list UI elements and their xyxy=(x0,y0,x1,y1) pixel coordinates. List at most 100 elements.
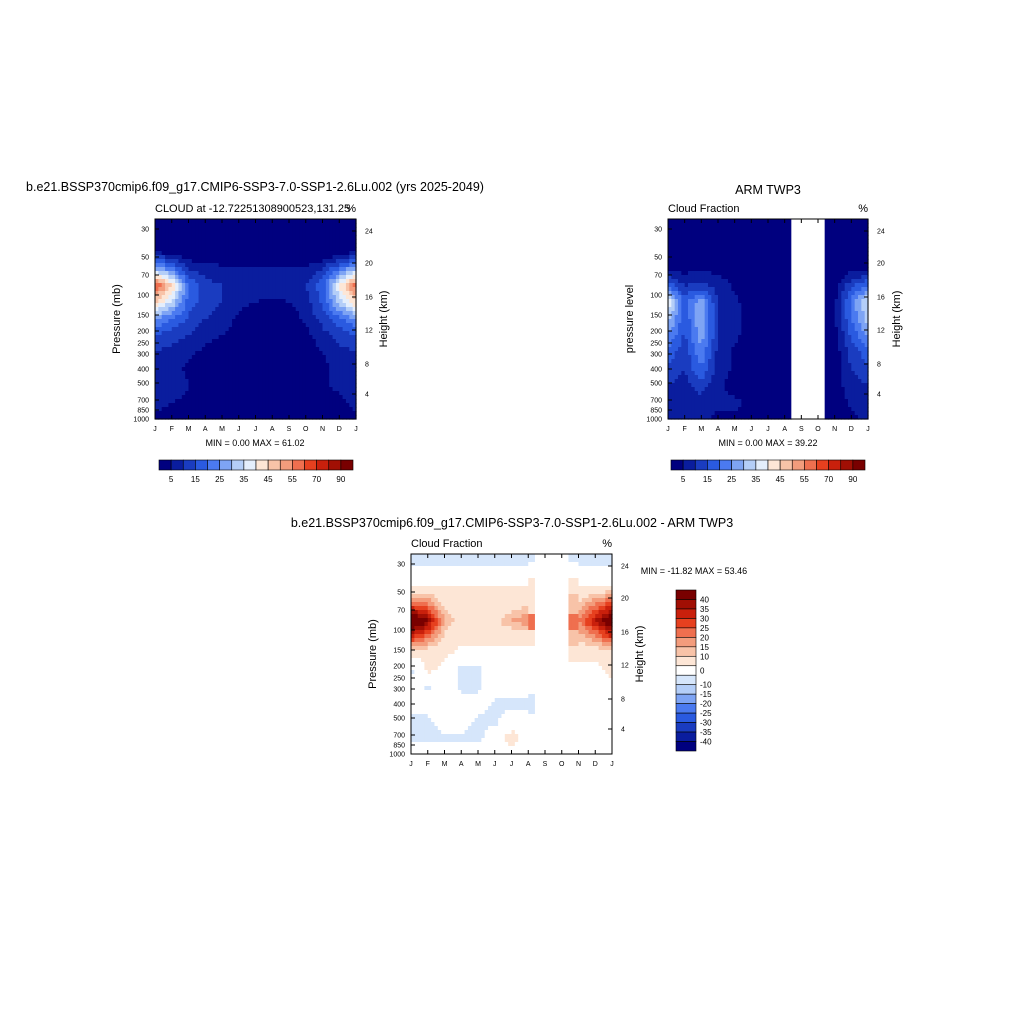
contour-cell xyxy=(285,339,290,344)
contour-cell xyxy=(201,363,206,368)
contour-cell xyxy=(211,251,216,256)
contour-cell xyxy=(218,227,223,232)
contour-cell xyxy=(738,263,742,268)
contour-cell xyxy=(332,255,337,260)
contour-cell xyxy=(195,363,200,368)
contour-cell xyxy=(258,251,263,256)
contour-cell xyxy=(218,287,223,292)
contour-cell xyxy=(242,367,247,372)
contour-cell xyxy=(335,275,340,280)
contour-cell xyxy=(834,255,839,260)
contour-cell xyxy=(748,275,752,280)
contour-cell xyxy=(211,375,216,380)
contour-cell xyxy=(245,255,250,260)
contour-cell xyxy=(828,339,832,344)
contour-cell xyxy=(208,371,213,376)
contour-cell xyxy=(208,243,213,248)
contour-cell xyxy=(312,243,317,248)
contour-cell xyxy=(811,335,816,340)
contour-cell xyxy=(741,267,746,272)
contour-cell xyxy=(342,275,347,280)
contour-cell xyxy=(325,251,330,256)
contour-cell xyxy=(185,307,190,312)
contour-cell xyxy=(305,339,310,344)
contour-cell xyxy=(168,279,173,284)
contour-cell xyxy=(858,259,862,264)
contour-cell xyxy=(195,267,200,272)
contour-cell xyxy=(289,391,293,396)
contour-cell xyxy=(701,231,706,236)
contour-cell xyxy=(278,403,283,408)
y-tick-label: 400 xyxy=(137,367,149,374)
contour-cell xyxy=(225,367,230,372)
contour-cell xyxy=(268,247,273,252)
contour-cell xyxy=(295,259,300,264)
contour-cell xyxy=(851,319,856,324)
contour-cell xyxy=(771,235,776,240)
contour-cell xyxy=(255,235,260,240)
contour-cell xyxy=(319,315,324,320)
contour-cell xyxy=(824,283,829,288)
contour-cell xyxy=(292,387,297,392)
contour-cell xyxy=(841,287,846,292)
contour-cell xyxy=(714,255,719,260)
contour-cell xyxy=(299,415,303,420)
contour-cell xyxy=(339,239,344,244)
contour-cell xyxy=(175,315,180,320)
contour-cell xyxy=(195,395,200,400)
contour-cell xyxy=(272,327,277,332)
contour-cell xyxy=(758,307,762,312)
contour-cell xyxy=(698,219,702,224)
contour-cell xyxy=(168,227,173,232)
contour-cell xyxy=(302,255,307,260)
contour-cell xyxy=(222,383,226,388)
contour-cell xyxy=(704,299,709,304)
colorbar-swatch xyxy=(279,459,293,471)
contour-cell xyxy=(345,371,350,376)
contour-cell xyxy=(764,219,769,224)
contour-cell xyxy=(694,339,699,344)
contour-cell xyxy=(339,295,344,300)
contour-cell xyxy=(222,295,226,300)
contour-cell xyxy=(329,303,334,308)
contour-cell xyxy=(698,287,702,292)
contour-cell xyxy=(828,287,832,292)
contour-cell xyxy=(861,239,866,244)
contour-cell xyxy=(714,303,719,308)
contour-cell xyxy=(794,239,799,244)
contour-cell xyxy=(222,323,226,328)
contour-cell xyxy=(235,355,240,360)
contour-cell xyxy=(714,307,719,312)
contour-cell xyxy=(801,311,806,316)
contour-cell xyxy=(158,363,163,368)
contour-cell xyxy=(198,383,203,388)
contour-cell xyxy=(289,355,293,360)
contour-cell xyxy=(238,271,243,276)
contour-cell xyxy=(791,315,796,320)
contour-cell xyxy=(801,235,806,240)
contour-cell xyxy=(198,243,203,248)
contour-cell xyxy=(754,271,759,276)
contour-cell xyxy=(718,231,722,236)
contour-cell xyxy=(295,383,300,388)
contour-cell xyxy=(228,239,233,244)
contour-cell xyxy=(339,307,344,312)
contour-cell xyxy=(289,239,293,244)
contour-cell xyxy=(185,303,190,308)
contour-cell xyxy=(225,303,230,308)
contour-cell xyxy=(319,391,324,396)
contour-cell xyxy=(791,311,796,316)
contour-cell xyxy=(312,287,317,292)
contour-cell xyxy=(332,335,337,340)
contour-cell xyxy=(185,331,190,336)
contour-cell xyxy=(841,271,846,276)
contour-cell xyxy=(728,239,732,244)
contour-cell xyxy=(684,243,689,248)
contour-cell xyxy=(171,383,176,388)
contour-cell xyxy=(252,359,257,364)
contour-cell xyxy=(325,407,330,412)
contour-cell xyxy=(734,319,739,324)
contour-cell xyxy=(834,227,839,232)
contour-cell xyxy=(312,403,317,408)
contour-cell xyxy=(801,327,806,332)
